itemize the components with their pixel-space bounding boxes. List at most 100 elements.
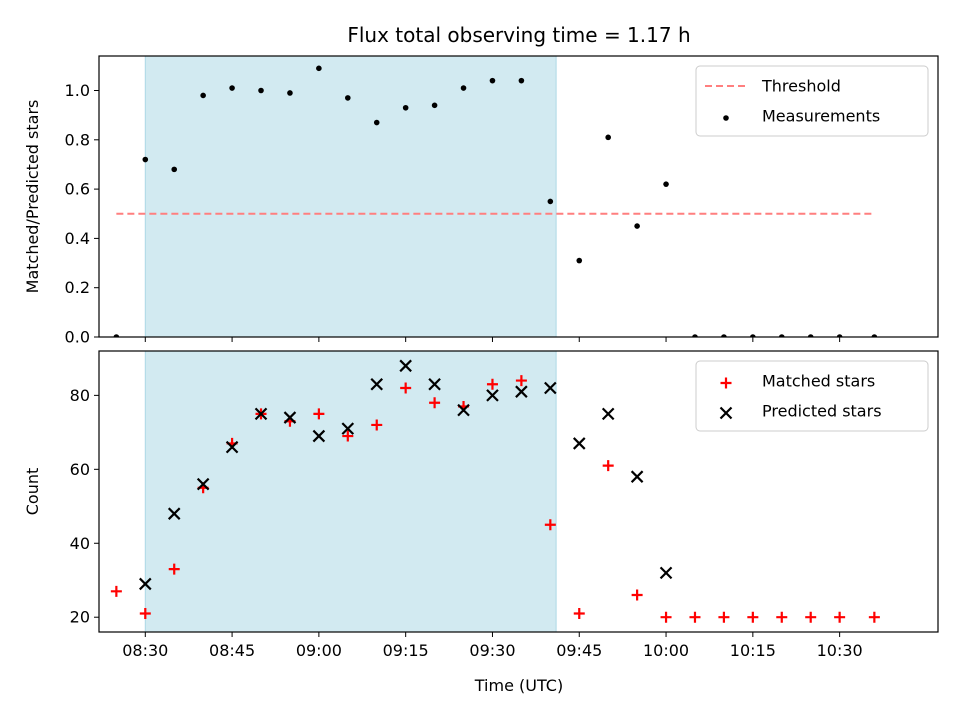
ratio-series-0-point-12 (460, 85, 467, 91)
count-legend-label-0: Matched stars (762, 372, 875, 391)
ratio-series-0-point-26 (871, 334, 878, 337)
count-legend-box (695, 360, 929, 432)
ratio-y-tick-label-0: 0.0 (65, 328, 90, 347)
observing-interval-shade (144, 55, 557, 338)
count-series-0-point-25 (834, 611, 846, 623)
x-tick-label-3: 09:15 (383, 641, 429, 660)
ratio-y-axis-label: Matched/Predicted stars (23, 100, 42, 294)
count-series-1-point-17 (630, 470, 644, 483)
count-series-1-point-13 (515, 385, 528, 398)
count-series-0-point-17 (602, 460, 614, 472)
ratio-series-0-point-20 (692, 334, 698, 337)
ratio-series-0-point-16 (576, 257, 583, 264)
ratio-y-tick-label-2: 0.4 (65, 229, 90, 248)
plot-area (110, 359, 880, 623)
x-tick-label-1: 08:45 (209, 641, 255, 660)
count-series-1-point-2 (196, 477, 210, 491)
count-series-1-point-16 (601, 407, 615, 421)
ratio-series-0-point-4 (229, 85, 235, 91)
count-series-1-point-9 (399, 359, 412, 373)
count-legend: Matched stars Predicted stars (695, 360, 929, 432)
count-frame (98, 350, 939, 633)
ratio-series-0-point-11 (431, 102, 438, 109)
ratio-series-0-point-21 (721, 334, 727, 337)
count-series-0-point-26 (868, 611, 880, 623)
ratio-y-tick-label-3: 0.6 (65, 180, 90, 199)
ratio-series-0-point-1 (142, 156, 149, 163)
count-series-0-point-1 (139, 608, 151, 620)
ratio-series-0-point-15 (547, 198, 554, 205)
x-tick-label-4: 09:30 (469, 641, 515, 660)
x-tick-label-2: 09:00 (296, 641, 342, 660)
count-legend-handle-0 (720, 377, 732, 389)
count-y-axis-label: Count (23, 468, 42, 516)
x-tick-label-6: 10:00 (643, 641, 689, 660)
ratio-series-0-point-10 (402, 104, 409, 111)
count-series-0-point-21 (718, 611, 730, 623)
ratio-legend-label-0: Threshold (761, 77, 841, 96)
count-series-1-point-18 (659, 566, 673, 580)
count-series-0-point-9 (371, 419, 383, 431)
count-series-0-point-20 (689, 611, 701, 623)
count-panel: 20 40 60 80 08:30 08:45 09:00 09:15 09:30 09:45 10… (23, 350, 939, 660)
ratio-series-0-point-18 (634, 223, 640, 229)
count-legend-handle-1 (719, 406, 733, 420)
count-series-0-point-8 (342, 430, 354, 442)
count-series-1-point-12 (486, 389, 499, 402)
count-legend-label-1: Predicted stars (762, 402, 882, 421)
count-series-1-point-4 (254, 407, 268, 421)
count-y-tick-label-1: 40 (70, 534, 90, 553)
x-tick-label-0: 08:30 (122, 641, 168, 660)
count-y-tick-label-2: 60 (70, 460, 90, 479)
ratio-y-tick-label-4: 0.8 (65, 130, 90, 149)
count-series-1-point-0 (139, 577, 152, 591)
ratio-series-0-point-6 (287, 90, 293, 96)
ratio-series-0-point-23 (778, 334, 785, 337)
x-tick-label-5: 09:45 (556, 641, 602, 660)
ratio-frame (98, 55, 939, 338)
count-series-0-point-18 (631, 589, 643, 601)
x-tick-label-7: 10:15 (730, 641, 776, 660)
count-series-1-point-3 (225, 440, 239, 454)
count-series-0-point-14 (515, 375, 527, 387)
ratio-series-0-point-22 (750, 334, 756, 337)
count-series-1-point-5 (283, 411, 297, 424)
count-series-0-point-11 (429, 397, 441, 409)
chart-title: Flux total observing time = 1.17 h (347, 23, 690, 47)
count-series-0-point-10 (400, 382, 412, 394)
count-series-0-point-13 (486, 378, 498, 390)
x-tick-label-8: 10:30 (817, 641, 863, 660)
ratio-series-0-point-0 (113, 334, 120, 337)
count-series-0-point-0 (110, 585, 122, 597)
ratio-series-0-point-2 (171, 166, 178, 173)
count-series-0-point-7 (313, 408, 325, 420)
ratio-series-0-point-13 (489, 77, 496, 84)
count-series-1-point-8 (370, 377, 384, 391)
ratio-legend-handle-1 (723, 115, 729, 121)
ratio-series-0-point-7 (316, 65, 322, 72)
count-y-tick-label-3: 80 (70, 386, 90, 405)
count-series-0-point-16 (573, 608, 585, 620)
ratio-series-0-point-17 (605, 134, 611, 141)
ratio-legend-label-1: Measurements (762, 107, 880, 126)
count-series-1-point-7 (341, 422, 355, 435)
x-axis-label: Time (UTC) (474, 676, 563, 695)
count-y-tick-label-0: 20 (70, 608, 90, 627)
ratio-series-0-point-3 (200, 92, 206, 99)
ratio-legend-box (695, 65, 929, 137)
ratio-series-0-point-14 (518, 77, 525, 84)
ratio-series-0-point-19 (663, 181, 669, 187)
count-series-1-point-15 (572, 437, 586, 450)
count-series-1-point-10 (428, 377, 441, 391)
ratio-panel: 0.0 0.2 0.4 0.6 0.8 1.0 Matched/Predicted star… (23, 55, 939, 347)
plot-area (113, 65, 878, 337)
ratio-series-0-point-8 (345, 95, 351, 101)
count-series-0-point-22 (747, 611, 759, 623)
count-series-0-point-23 (776, 611, 788, 623)
count-series-1-point-1 (167, 507, 181, 520)
count-series-0-point-24 (805, 611, 817, 623)
ratio-series-0-point-25 (836, 334, 843, 337)
count-series-1-point-11 (457, 403, 470, 417)
ratio-series-0-point-5 (258, 87, 264, 94)
